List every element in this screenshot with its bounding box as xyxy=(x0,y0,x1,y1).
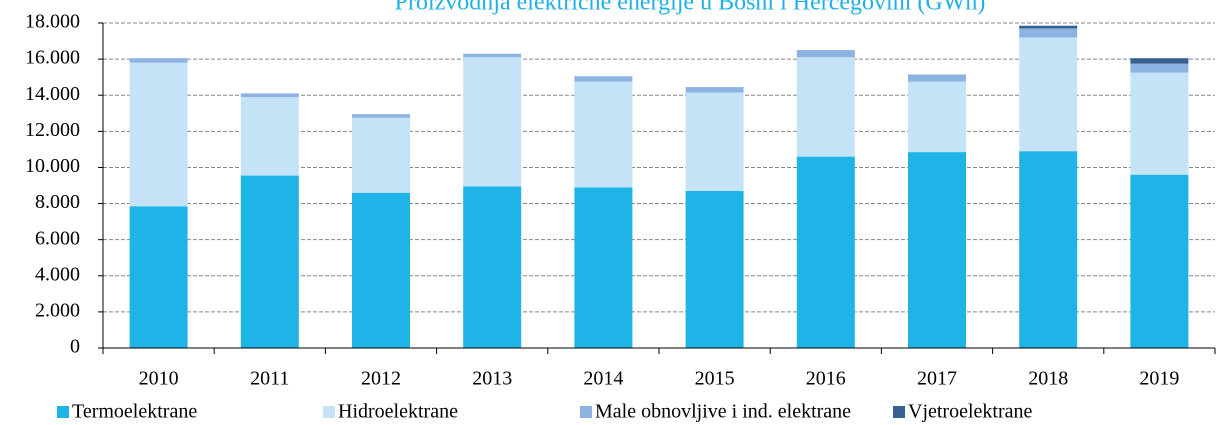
bar-segment xyxy=(908,81,966,153)
bar-segment xyxy=(796,57,855,157)
legend-label: Termoelektrane xyxy=(72,401,197,423)
bar-segment xyxy=(574,76,633,82)
bar-segment xyxy=(908,74,966,82)
bar-segment xyxy=(463,57,522,187)
bar-segment xyxy=(129,58,188,63)
bar-segment xyxy=(129,206,188,348)
bar-segment xyxy=(1019,37,1078,152)
legend-swatch xyxy=(893,406,905,418)
legend-swatch xyxy=(323,406,335,418)
y-tick-label: 6.000 xyxy=(35,227,80,249)
y-tick-label: 4.000 xyxy=(35,263,80,285)
legend-swatch xyxy=(580,406,592,418)
chart-title: Proizvodnja električne energije u Bosni … xyxy=(395,0,986,16)
x-tick-label: 2016 xyxy=(806,368,846,390)
legend-label: Male obnovljive i ind. elektrane xyxy=(595,401,851,423)
y-tick-label: 8.000 xyxy=(35,191,80,213)
bar-segment xyxy=(240,93,299,98)
x-tick-label: 2017 xyxy=(917,368,957,390)
y-tick-label: 12.000 xyxy=(25,119,80,141)
bar-segment xyxy=(352,114,410,118)
bar-segment xyxy=(1130,58,1189,64)
bar-segment xyxy=(796,50,855,58)
bar-segment xyxy=(796,156,855,348)
legend-label: Hidroelektrane xyxy=(338,401,458,423)
y-tick-label: 14.000 xyxy=(25,83,80,105)
y-tick-label: 0 xyxy=(70,336,80,358)
x-tick-label: 2015 xyxy=(695,368,735,390)
legend-swatch xyxy=(57,406,69,418)
y-tick-label: 18.000 xyxy=(25,11,80,33)
bar-segment xyxy=(1130,72,1189,175)
y-tick-label: 16.000 xyxy=(25,47,80,69)
bar-segment xyxy=(1130,63,1189,73)
bar-segment xyxy=(685,92,744,191)
bar-segment xyxy=(908,152,966,348)
legend-label: Vjetroelektrane xyxy=(908,401,1032,423)
bar-segment xyxy=(352,192,410,348)
bar-segment xyxy=(574,81,633,188)
bar-segment xyxy=(1019,25,1078,29)
bar-segment xyxy=(463,53,522,58)
bar-segment xyxy=(240,97,299,176)
bar-segment xyxy=(685,190,744,348)
bar-segment xyxy=(1130,174,1189,348)
bar-segment xyxy=(685,87,744,93)
x-tick-label: 2011 xyxy=(250,368,289,390)
bar-segment xyxy=(1019,28,1078,38)
bar-segment xyxy=(129,62,188,207)
bar-segment xyxy=(463,186,522,348)
x-tick-label: 2013 xyxy=(472,368,512,390)
x-tick-label: 2012 xyxy=(361,368,401,390)
x-tick-label: 2014 xyxy=(583,368,623,390)
bar-segment xyxy=(352,117,410,193)
x-tick-label: 2019 xyxy=(1139,368,1179,390)
y-tick-label: 10.000 xyxy=(25,155,80,177)
x-tick-label: 2018 xyxy=(1028,368,1068,390)
y-tick-label: 2.000 xyxy=(35,299,80,321)
bar-segment xyxy=(240,175,299,348)
bar-segment xyxy=(1019,151,1078,348)
x-tick-label: 2010 xyxy=(139,368,179,390)
bar-segment xyxy=(574,187,633,348)
